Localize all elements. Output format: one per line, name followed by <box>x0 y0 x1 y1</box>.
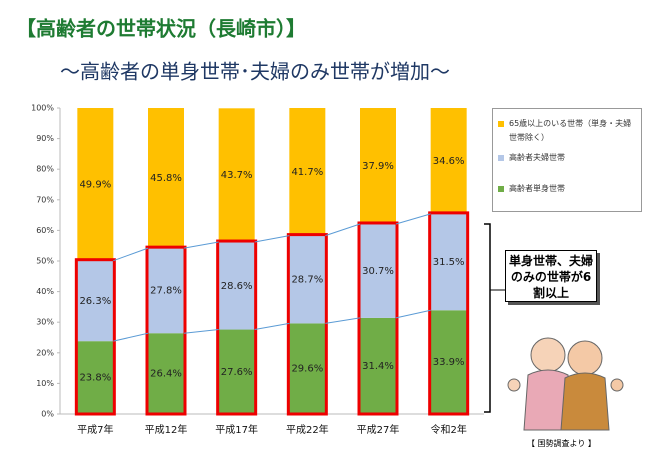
value-label: 30.7% <box>362 266 394 277</box>
bar-segment <box>360 108 396 224</box>
y-tick-label: 40% <box>36 287 54 296</box>
legend-swatch <box>498 121 504 127</box>
bar-segment <box>430 213 467 311</box>
x-tick-label: 令和2年 <box>430 423 466 436</box>
bar-segment <box>218 108 255 243</box>
legend-entry: 65歳以上のいる世帯（単身・夫婦世帯除く） <box>498 117 637 145</box>
highlight-box <box>145 245 187 416</box>
bar-segment <box>360 223 396 318</box>
value-label: 27.6% <box>221 367 253 378</box>
trend-line <box>254 322 290 331</box>
value-label: 31.5% <box>433 257 465 268</box>
y-tick-label: 30% <box>36 318 54 327</box>
legend-entry: 高齢者夫婦世帯 <box>498 151 637 165</box>
y-tick-label: 100% <box>31 104 54 113</box>
bar-segment <box>77 260 114 342</box>
callout: 単身世帯、夫婦のみの世帯が6割以上 <box>505 250 597 302</box>
illustration <box>507 337 624 431</box>
value-label: 49.9% <box>79 179 111 190</box>
bar-segment <box>148 108 184 249</box>
bar-segment <box>148 248 184 334</box>
bar-segment <box>430 310 467 414</box>
trend-line <box>325 223 361 237</box>
value-label: 43.7% <box>221 170 253 181</box>
value-label: 28.7% <box>291 275 323 286</box>
bar-segment <box>218 329 255 414</box>
highlight-box <box>74 258 116 416</box>
trend-line <box>113 332 149 342</box>
x-tick-label: 平成17年 <box>215 423 258 436</box>
value-label: 29.6% <box>291 364 323 375</box>
y-tick-label: 60% <box>36 226 54 235</box>
bar-segment <box>289 323 326 414</box>
value-label: 27.8% <box>150 286 182 297</box>
value-label: 26.4% <box>150 369 182 380</box>
y-tick-label: 10% <box>36 379 54 388</box>
highlight-box <box>216 239 258 416</box>
bar-segment <box>77 108 114 261</box>
highlight-box <box>286 233 328 416</box>
bar-segment <box>430 108 467 214</box>
bar-segment <box>148 333 184 414</box>
trend-line <box>113 247 149 262</box>
trend-line <box>183 329 219 334</box>
legend-entry: 高齢者単身世帯 <box>498 182 637 196</box>
trend-line <box>395 309 431 319</box>
highlight-box <box>428 211 470 416</box>
y-tick-label: 70% <box>36 195 54 204</box>
trend-line <box>325 317 361 324</box>
value-label: 31.4% <box>362 361 394 372</box>
source-note: 【 国勢調査より 】 <box>527 439 596 448</box>
bracket <box>484 223 491 413</box>
value-label: 34.6% <box>433 156 465 167</box>
bar-segment <box>360 317 396 414</box>
value-label: 28.6% <box>221 281 253 292</box>
y-tick-label: 20% <box>36 348 54 357</box>
value-label: 26.3% <box>79 296 111 307</box>
value-label: 33.9% <box>433 357 465 368</box>
y-tick-label: 0% <box>41 410 54 419</box>
legend: 65歳以上のいる世帯（単身・夫婦世帯除く） 高齢者夫婦世帯 高齢者単身世帯 <box>492 108 642 212</box>
legend-label: 高齢者夫婦世帯 <box>509 153 565 162</box>
y-tick-label: 80% <box>36 165 54 174</box>
y-tick-label: 90% <box>36 134 54 143</box>
legend-label: 65歳以上のいる世帯（単身・夫婦世帯除く） <box>509 119 632 142</box>
legend-label: 高齢者単身世帯 <box>509 184 565 193</box>
x-tick-label: 平成22年 <box>286 423 329 436</box>
value-label: 45.8% <box>150 173 182 184</box>
x-tick-label: 平成12年 <box>145 423 188 436</box>
trend-line <box>183 241 219 249</box>
value-label: 23.8% <box>79 373 111 384</box>
chart-subtitle: ～高齢者の単身世帯･夫婦のみ世帯が増加～ <box>60 60 450 84</box>
value-label: 41.7% <box>291 167 323 178</box>
trend-line <box>254 235 290 243</box>
bar-segment <box>289 108 326 236</box>
bar-segment <box>77 341 114 414</box>
legend-swatch <box>498 155 504 161</box>
bar-segment <box>218 242 255 330</box>
chart-title: 【高齢者の世帯状況（長崎市）】 <box>16 17 306 41</box>
value-label: 37.9% <box>362 161 394 172</box>
y-tick-label: 50% <box>36 257 54 266</box>
x-tick-label: 平成7年 <box>77 423 113 436</box>
legend-swatch <box>498 186 504 192</box>
x-tick-label: 平成27年 <box>357 423 400 436</box>
bar-segment <box>289 235 326 324</box>
trend-line <box>395 213 431 225</box>
